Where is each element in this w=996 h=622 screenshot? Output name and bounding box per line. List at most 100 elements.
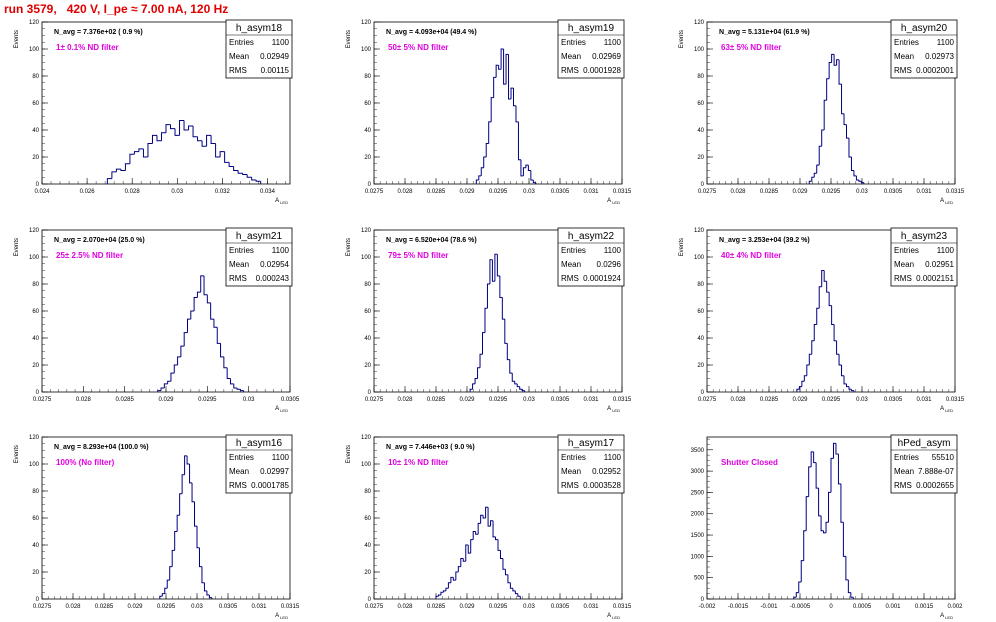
- histogram-bin: [806, 364, 810, 376]
- x-tick-label: 0.028: [76, 397, 92, 403]
- histogram-bin: [835, 443, 839, 455]
- histogram-bin: [452, 577, 456, 581]
- y-axis-label: Events: [679, 238, 685, 256]
- histogram-bin: [455, 571, 459, 581]
- x-tick-label: 0.0305: [884, 397, 903, 403]
- y-tick-label: 60: [697, 309, 704, 315]
- histogram-panel: 0 500 1000 1500 2000 2500 3000 3500 -0.002 -0.001…: [691, 434, 963, 620]
- stats-value: 0.02949: [260, 52, 289, 61]
- x-tick-label: 0.028: [397, 397, 413, 403]
- stats-value: 0.0002001: [916, 66, 954, 75]
- histogram-bin: [111, 171, 117, 179]
- y-tick-label: 40: [32, 128, 39, 134]
- histogram-bin: [831, 305, 835, 325]
- histogram-bin: [490, 97, 494, 122]
- y-tick-label: 40: [32, 336, 39, 342]
- y-tick-label: 100: [29, 462, 40, 468]
- histogram-bin: [506, 343, 510, 361]
- x-tick-label: 0.001: [885, 604, 901, 610]
- histogram-bin: [177, 356, 181, 365]
- x-tick-label: 0.0295: [489, 604, 508, 610]
- stats-value: 1100: [272, 38, 290, 47]
- x-axis-label-subscript: LED: [611, 408, 620, 413]
- histogram-bin: [517, 121, 521, 161]
- y-tick-label: 100: [694, 47, 705, 53]
- stats-value: 0.02951: [925, 260, 954, 269]
- y-tick-label: 120: [29, 435, 40, 441]
- histogram-bin: [511, 373, 515, 382]
- stats-label: Mean: [894, 260, 914, 269]
- x-tick-label: 0.024: [34, 189, 50, 195]
- x-tick-label: 0.031: [916, 397, 932, 403]
- histogram-bin: [501, 297, 505, 320]
- stats-label: Mean: [561, 52, 581, 61]
- histogram-bin: [491, 259, 495, 282]
- histogram-bin: [120, 169, 126, 171]
- histogram-bin: [226, 367, 231, 379]
- histogram-bin: [467, 545, 471, 554]
- histogram-bin: [532, 179, 536, 184]
- stats-value: 0.0001785: [251, 481, 289, 490]
- histogram-bin: [192, 125, 198, 138]
- histogram-bin: [836, 59, 840, 66]
- x-tick-label: 0.03: [243, 397, 255, 403]
- histogram-bin: [242, 173, 248, 176]
- navg-label: N_avg = 6.520e+04 (78.6 %): [386, 237, 477, 244]
- y-tick-label: 80: [364, 74, 371, 80]
- histogram-bin: [823, 99, 827, 130]
- filter-annotation: 1± 0.1% ND filter: [56, 43, 119, 52]
- histogram-bin: [848, 386, 852, 390]
- x-tick-label: 0.028: [730, 189, 746, 195]
- y-tick-label: 20: [364, 363, 371, 369]
- x-tick-label: 0.0305: [219, 604, 238, 610]
- x-tick-label: -0.0005: [790, 604, 811, 610]
- histogram-bin: [160, 387, 165, 391]
- histogram-bin: [159, 595, 163, 599]
- histogram-bin: [808, 466, 812, 497]
- x-axis-label-subscript: LED: [944, 615, 953, 620]
- x-tick-label: 0.0315: [613, 397, 632, 403]
- histogram-bin: [850, 389, 854, 392]
- histogram-bin: [837, 454, 841, 485]
- histogram-bin: [826, 281, 830, 293]
- x-tick-label: 0.0285: [760, 189, 779, 195]
- histogram-bin: [846, 383, 849, 388]
- stats-value: 1100: [272, 453, 290, 462]
- histogram-panel: 0 20 40 60 80 100 120 0.0275 0.028 0.0285 0.029 0.0…: [14, 227, 300, 413]
- y-tick-label: 40: [697, 336, 704, 342]
- stats-label: RMS: [229, 66, 247, 75]
- histogram-bin: [460, 558, 464, 567]
- x-axis-label: A LED: [940, 613, 953, 620]
- stats-value: 7.888e-07: [918, 467, 955, 476]
- histogram-bin: [503, 49, 507, 85]
- histogram-bin: [147, 143, 153, 157]
- x-tick-label: 0.0315: [281, 604, 300, 610]
- stats-value: 0.0002151: [916, 274, 954, 283]
- y-tick-label: 80: [32, 282, 39, 288]
- stats-box: [225, 227, 293, 287]
- histogram-bin: [163, 383, 168, 388]
- histogram-bin: [191, 482, 195, 503]
- histogram-bin: [475, 179, 479, 184]
- y-tick-label: 120: [694, 228, 705, 234]
- histogram-bin: [499, 550, 503, 559]
- x-tick-label: 0.0275: [365, 189, 384, 195]
- histogram-bin: [479, 353, 483, 368]
- y-tick-label: 80: [697, 282, 704, 288]
- x-axis-label: A LED: [940, 406, 953, 413]
- x-tick-label: 0.031: [583, 189, 599, 195]
- x-axis-label-subscript: LED: [611, 615, 620, 620]
- y-tick-label: 0: [36, 597, 40, 603]
- histogram-bin: [174, 531, 178, 551]
- histogram-bin: [483, 156, 487, 168]
- histogram-bin: [813, 451, 817, 464]
- stats-value: 0.00115: [261, 66, 290, 75]
- histogram-bin: [512, 588, 516, 592]
- histogram-bin: [219, 151, 225, 157]
- x-tick-label: 0.0275: [365, 397, 384, 403]
- x-tick-label: 0.0275: [698, 397, 717, 403]
- page-title: run 3579, 420 V, I_pe ≈ 7.00 nA, 120 Hz: [4, 2, 229, 16]
- histogram-bin: [489, 259, 493, 284]
- histogram-bin: [237, 170, 243, 174]
- histogram-bin: [184, 455, 188, 475]
